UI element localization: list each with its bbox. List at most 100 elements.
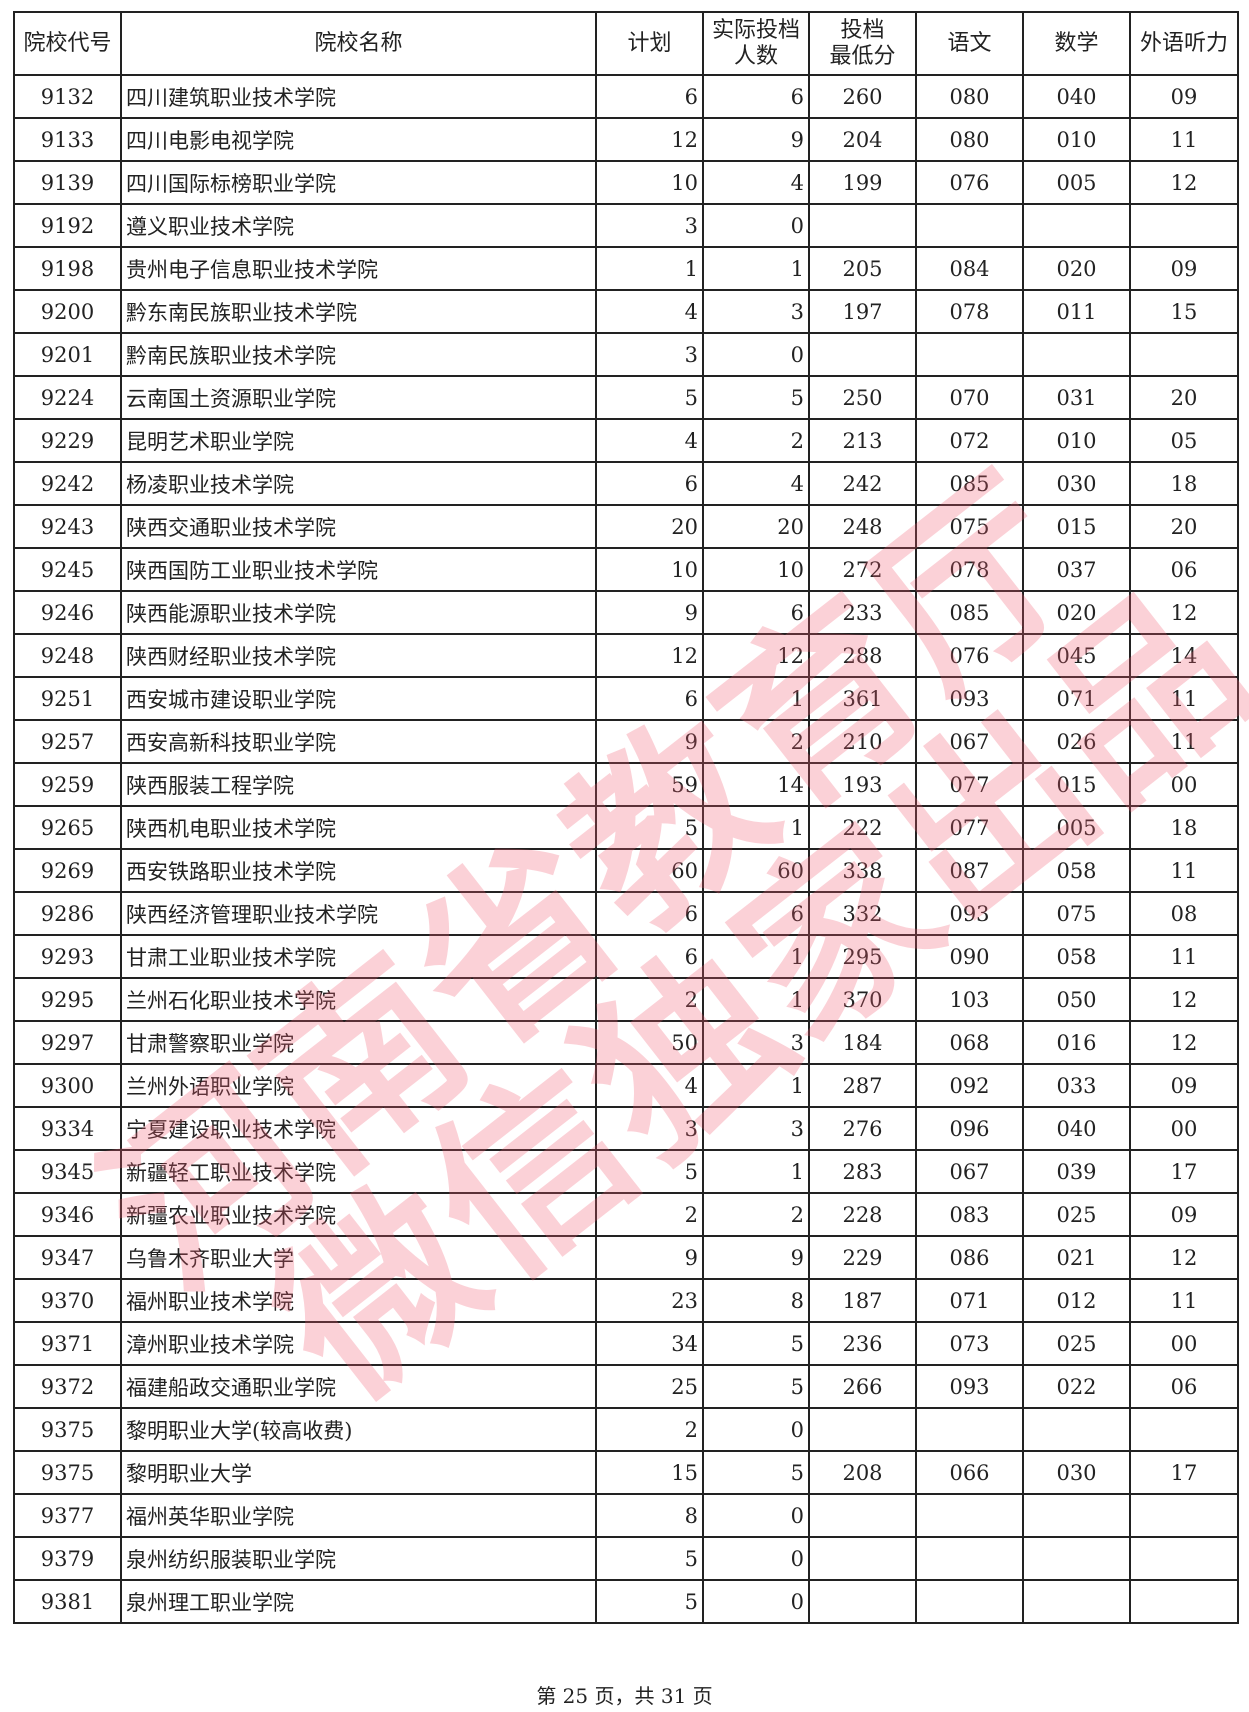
cell-plan: 6 — [595, 676, 704, 721]
table-row: 9259 陕西服装工程学院 59 14 193 077 015 00 — [13, 762, 1239, 807]
cell-listening: 12 — [1129, 1020, 1239, 1065]
cell-min-score: 187 — [808, 1278, 917, 1323]
cell-listening: 11 — [1129, 848, 1239, 893]
cell-admitted: 20 — [702, 504, 810, 549]
cell-plan: 5 — [595, 375, 704, 420]
cell-plan: 25 — [595, 1364, 704, 1409]
table-row: 9245 陕西国防工业职业技术学院 10 10 272 078 037 06 — [13, 547, 1239, 592]
cell-admitted: 60 — [702, 848, 810, 893]
cell-admitted: 5 — [702, 1364, 810, 1409]
cell-min-score: 222 — [808, 805, 917, 850]
cell-min-score: 272 — [808, 547, 917, 592]
cell-name: 福州职业技术学院 — [120, 1278, 597, 1323]
cell-min-score: 242 — [808, 461, 917, 506]
cell-plan: 34 — [595, 1321, 704, 1366]
cell-plan: 3 — [595, 1106, 704, 1151]
cell-code: 9139 — [13, 160, 122, 205]
table-row: 9257 西安高新科技职业学院 9 2 210 067 026 11 — [13, 719, 1239, 764]
cell-admitted: 0 — [702, 332, 810, 377]
table-row: 9370 福州职业技术学院 23 8 187 071 012 11 — [13, 1278, 1239, 1323]
cell-listening: 08 — [1129, 891, 1239, 936]
cell-min-score: 287 — [808, 1063, 917, 1108]
cell-min-score: 228 — [808, 1192, 917, 1237]
cell-math: 026 — [1022, 719, 1131, 764]
cell-name: 陕西交通职业技术学院 — [120, 504, 597, 549]
cell-min-score — [808, 1579, 917, 1624]
table-row: 9224 云南国土资源职业学院 5 5 250 070 031 20 — [13, 375, 1239, 420]
cell-chinese: 087 — [915, 848, 1024, 893]
cell-plan: 3 — [595, 332, 704, 377]
cell-chinese: 085 — [915, 590, 1024, 635]
cell-min-score: 248 — [808, 504, 917, 549]
cell-chinese — [915, 203, 1024, 248]
cell-code: 9370 — [13, 1278, 122, 1323]
table-row: 9295 兰州石化职业技术学院 2 1 370 103 050 12 — [13, 977, 1239, 1022]
cell-min-score: 332 — [808, 891, 917, 936]
cell-code: 9224 — [13, 375, 122, 420]
cell-plan: 5 — [595, 805, 704, 850]
cell-listening: 00 — [1129, 762, 1239, 807]
cell-name: 乌鲁木齐职业大学 — [120, 1235, 597, 1280]
cell-listening: 12 — [1129, 977, 1239, 1022]
table-row: 9300 兰州外语职业学院 4 1 287 092 033 09 — [13, 1063, 1239, 1108]
cell-math: 010 — [1022, 117, 1131, 162]
cell-admitted: 1 — [702, 1063, 810, 1108]
cell-name: 四川建筑职业技术学院 — [120, 74, 597, 119]
cell-listening: 11 — [1129, 117, 1239, 162]
cell-math: 040 — [1022, 74, 1131, 119]
cell-admitted: 9 — [702, 117, 810, 162]
cell-math — [1022, 1536, 1131, 1581]
cell-min-score: 338 — [808, 848, 917, 893]
cell-chinese — [915, 1536, 1024, 1581]
cell-plan: 9 — [595, 719, 704, 764]
cell-chinese: 077 — [915, 805, 1024, 850]
cell-listening: 09 — [1129, 1192, 1239, 1237]
table-row: 9334 宁夏建设职业技术学院 3 3 276 096 040 00 — [13, 1106, 1239, 1151]
cell-name: 黔南民族职业技术学院 — [120, 332, 597, 377]
cell-name: 泉州纺织服装职业学院 — [120, 1536, 597, 1581]
cell-chinese: 092 — [915, 1063, 1024, 1108]
cell-name: 遵义职业技术学院 — [120, 203, 597, 248]
cell-admitted: 6 — [702, 74, 810, 119]
cell-chinese: 083 — [915, 1192, 1024, 1237]
header-math: 数学 — [1022, 11, 1131, 76]
cell-math: 058 — [1022, 848, 1131, 893]
cell-name: 新疆农业职业技术学院 — [120, 1192, 597, 1237]
cell-chinese: 071 — [915, 1278, 1024, 1323]
cell-math: 022 — [1022, 1364, 1131, 1409]
cell-admitted: 0 — [702, 1407, 810, 1452]
cell-code: 9295 — [13, 977, 122, 1022]
cell-code: 9248 — [13, 633, 122, 678]
cell-admitted: 1 — [702, 805, 810, 850]
table-header-row: 院校代号 院校名称 计划 实际投档 人数 投档 最低分 语文 数学 外语听力 — [13, 11, 1239, 76]
cell-min-score — [808, 1407, 917, 1452]
cell-code: 9381 — [13, 1579, 122, 1624]
cell-name: 甘肃警察职业学院 — [120, 1020, 597, 1065]
cell-min-score: 229 — [808, 1235, 917, 1280]
cell-name: 陕西经济管理职业技术学院 — [120, 891, 597, 936]
cell-code: 9243 — [13, 504, 122, 549]
cell-name: 西安铁路职业技术学院 — [120, 848, 597, 893]
table-row: 9381 泉州理工职业学院 5 0 — [13, 1579, 1239, 1624]
cell-admitted: 6 — [702, 891, 810, 936]
cell-listening: 12 — [1129, 590, 1239, 635]
cell-name: 兰州石化职业技术学院 — [120, 977, 597, 1022]
cell-name: 陕西能源职业技术学院 — [120, 590, 597, 635]
cell-name: 漳州职业技术学院 — [120, 1321, 597, 1366]
table-row: 9286 陕西经济管理职业技术学院 6 6 332 093 075 08 — [13, 891, 1239, 936]
cell-chinese: 075 — [915, 504, 1024, 549]
header-admitted: 实际投档 人数 — [702, 11, 810, 76]
header-name: 院校名称 — [120, 11, 597, 76]
cell-math: 039 — [1022, 1149, 1131, 1194]
cell-chinese: 080 — [915, 74, 1024, 119]
cell-listening — [1129, 1579, 1239, 1624]
cell-min-score: 283 — [808, 1149, 917, 1194]
cell-math: 071 — [1022, 676, 1131, 721]
cell-admitted: 12 — [702, 633, 810, 678]
cell-listening: 06 — [1129, 547, 1239, 592]
cell-plan: 10 — [595, 160, 704, 205]
table-row: 9375 黎明职业大学(较高收费) 2 0 — [13, 1407, 1239, 1452]
cell-plan: 3 — [595, 203, 704, 248]
cell-name: 西安高新科技职业学院 — [120, 719, 597, 764]
cell-admitted: 0 — [702, 1536, 810, 1581]
